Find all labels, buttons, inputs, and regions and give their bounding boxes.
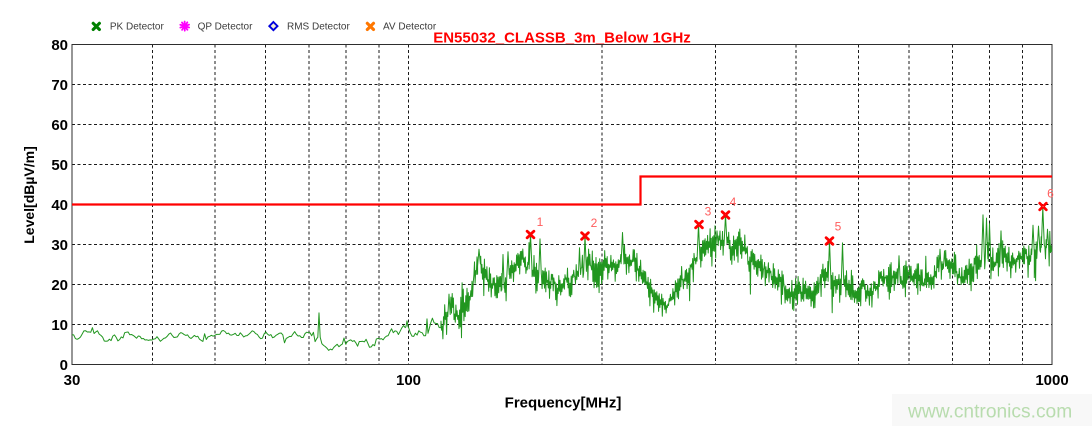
svg-text:10: 10 xyxy=(51,317,68,334)
svg-text:www.cntronics.com: www.cntronics.com xyxy=(907,402,1072,423)
svg-text:30: 30 xyxy=(51,237,68,254)
svg-text:4: 4 xyxy=(730,195,737,209)
svg-text:AV Detector: AV Detector xyxy=(383,21,437,32)
svg-text:EN55032_CLASSB_3m_Below 1GHz: EN55032_CLASSB_3m_Below 1GHz xyxy=(433,30,691,47)
svg-text:2: 2 xyxy=(591,216,598,230)
svg-text:Frequency[MHz]: Frequency[MHz] xyxy=(505,395,622,412)
svg-text:0: 0 xyxy=(60,357,68,374)
svg-text:60: 60 xyxy=(51,117,68,134)
svg-text:40: 40 xyxy=(51,197,68,214)
svg-text:50: 50 xyxy=(51,157,68,174)
svg-text:QP Detector: QP Detector xyxy=(198,21,254,32)
svg-text:20: 20 xyxy=(51,277,68,294)
svg-text:1: 1 xyxy=(537,215,544,229)
svg-text:1000: 1000 xyxy=(1035,372,1068,389)
svg-text:RMS Detector: RMS Detector xyxy=(287,21,350,32)
svg-text:Level[dBµV/m]: Level[dBµV/m] xyxy=(21,146,37,244)
svg-text:100: 100 xyxy=(396,372,421,389)
svg-text:5: 5 xyxy=(835,220,842,234)
svg-text:70: 70 xyxy=(51,77,68,94)
svg-text:30: 30 xyxy=(64,372,81,389)
svg-text:PK Detector: PK Detector xyxy=(110,21,165,32)
svg-text:6: 6 xyxy=(1047,187,1054,201)
svg-text:80: 80 xyxy=(51,37,68,54)
svg-text:3: 3 xyxy=(705,205,712,219)
